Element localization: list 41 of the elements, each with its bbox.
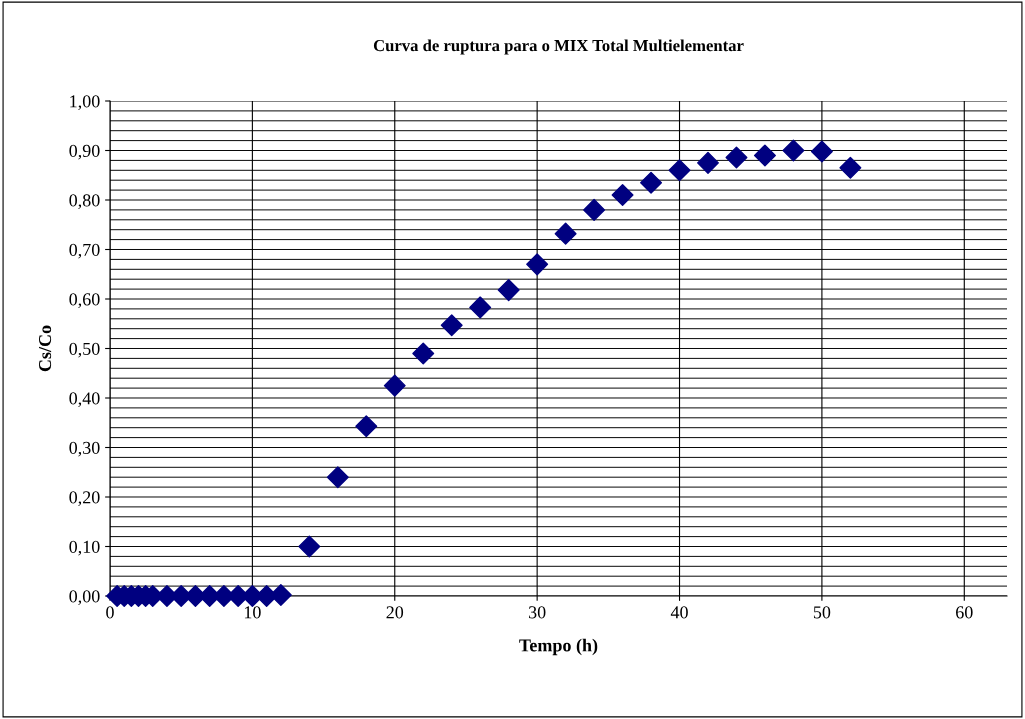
point	[383, 374, 406, 397]
point	[412, 342, 435, 365]
point	[753, 144, 776, 167]
y-tick-label: 0,50	[69, 342, 100, 358]
y-tick-label: 1,00	[70, 95, 100, 111]
point	[782, 139, 805, 162]
x-tick-label: 50	[813, 606, 831, 619]
x-tick-label: 30	[528, 606, 546, 619]
point	[810, 140, 833, 163]
y-tick-label: 0,20	[69, 491, 100, 507]
y-tick-label: 0,80	[69, 194, 100, 210]
y-tick-label: 0,40	[69, 392, 100, 408]
point	[526, 253, 549, 276]
point	[440, 314, 463, 337]
y-tick-label: 0,70	[69, 243, 100, 259]
y-axis-title: Cs/Co	[38, 325, 52, 372]
y-tick-label: 0,00	[69, 590, 100, 606]
point	[725, 146, 748, 169]
point	[668, 159, 691, 182]
x-tick-label: 20	[386, 606, 404, 619]
x-tick-label: 0	[106, 606, 114, 619]
point	[583, 198, 606, 221]
y-tick-label: 0,10	[69, 540, 100, 556]
point	[469, 296, 492, 319]
point	[298, 535, 321, 558]
point	[611, 184, 634, 207]
x-tick-label: 60	[956, 606, 973, 619]
y-tick-label: 0,30	[69, 441, 100, 457]
point	[554, 222, 577, 245]
y-tick-label: 0,90	[69, 144, 100, 160]
x-axis-title: Tempo (h)	[519, 638, 598, 656]
point	[640, 171, 663, 194]
chart-title: Curva de ruptura para o MIX Total Multielementar	[373, 39, 744, 55]
point	[326, 466, 349, 489]
point	[355, 415, 378, 438]
point	[839, 156, 862, 179]
point	[497, 279, 520, 302]
y-tick-label: 0,60	[69, 293, 100, 309]
x-tick-label: 40	[670, 606, 688, 619]
point	[697, 151, 719, 174]
x-tick-label: 10	[244, 606, 261, 619]
